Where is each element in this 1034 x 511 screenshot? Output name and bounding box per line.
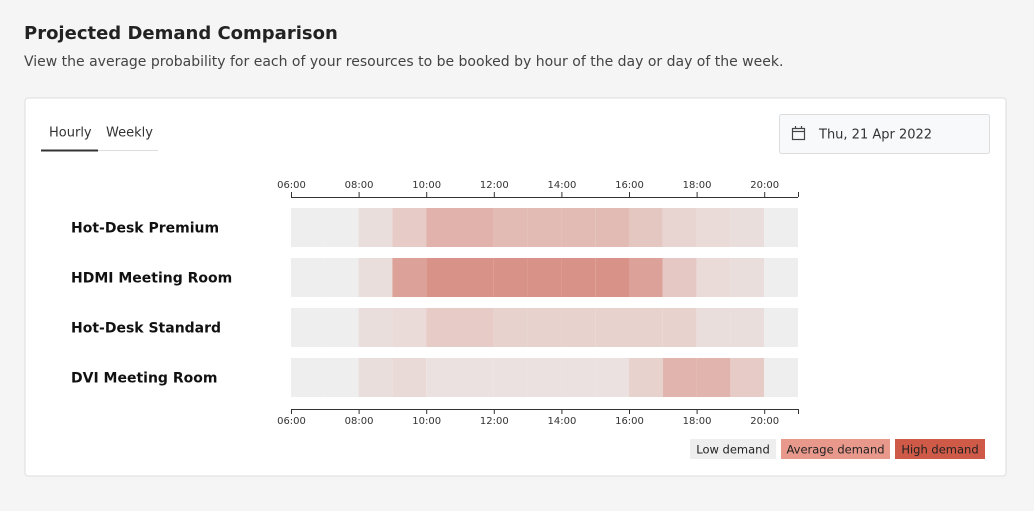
heat-cell	[392, 358, 427, 397]
heat-cell	[595, 358, 629, 397]
heat-cell	[527, 308, 562, 347]
heat-cell	[696, 308, 731, 347]
tick-label: 20:00	[750, 180, 779, 191]
heat-cell	[764, 208, 798, 247]
heat-cell	[493, 308, 528, 347]
tick-label: 14:00	[547, 180, 576, 191]
heat-cell	[324, 258, 359, 297]
heat-cell	[291, 258, 325, 297]
heat-cell	[764, 308, 798, 347]
heat-cell	[460, 308, 494, 347]
heat-cell	[730, 208, 765, 247]
heat-cell	[392, 308, 427, 347]
heat-cell	[426, 258, 460, 297]
calendar-icon	[791, 126, 806, 141]
heat-cell	[460, 208, 494, 247]
heat-cell	[730, 358, 765, 397]
heat-cell	[662, 208, 697, 247]
tick-label: 06:00	[277, 180, 306, 191]
heat-cell	[561, 208, 596, 247]
tick-label: 08:00	[345, 180, 374, 191]
heat-cell	[426, 308, 460, 347]
heat-cell	[358, 308, 393, 347]
tick-label: 16:00	[615, 180, 644, 191]
heat-cell	[460, 358, 494, 397]
heat-cell	[595, 308, 629, 347]
heat-cell	[662, 308, 697, 347]
heat-cell	[527, 258, 562, 297]
heat-cell	[291, 208, 325, 247]
tick-label: 10:00	[412, 416, 441, 427]
tick-label: 12:00	[480, 180, 509, 191]
heat-cell	[730, 258, 765, 297]
heat-cell	[629, 358, 663, 397]
tick-label: 18:00	[683, 180, 712, 191]
heat-cell	[629, 208, 663, 247]
heat-cell	[696, 358, 731, 397]
heat-cell	[358, 208, 393, 247]
legend-swatch	[781, 439, 890, 459]
heat-cell	[426, 358, 460, 397]
legend-swatch	[895, 439, 985, 459]
tick-label: 16:00	[615, 416, 644, 427]
page-title: Projected Demand Comparison	[24, 23, 338, 44]
heat-cell	[324, 358, 359, 397]
heat-cell	[527, 358, 562, 397]
legend-label: Average demand	[786, 443, 884, 457]
row-label: Hot-Desk Standard	[71, 321, 221, 337]
date-picker[interactable]	[779, 114, 990, 154]
heat-cell	[324, 208, 359, 247]
tick-label: 08:00	[345, 416, 374, 427]
heat-cell	[392, 208, 427, 247]
legend-label: Low demand	[696, 443, 770, 457]
heat-cell	[493, 258, 528, 297]
heat-cell	[527, 208, 562, 247]
heat-cell	[629, 308, 663, 347]
row-label: DVI Meeting Room	[71, 371, 217, 387]
tab-hourly[interactable]: Hourly	[49, 126, 92, 141]
date-text[interactable]: Thu, 21 Apr 2022	[818, 128, 932, 143]
heat-cell	[358, 358, 393, 397]
heat-cell	[561, 358, 596, 397]
heat-cell	[493, 208, 528, 247]
row-label: HDMI Meeting Room	[71, 271, 232, 287]
row-label: Hot-Desk Premium	[71, 221, 219, 237]
heat-cell	[764, 258, 798, 297]
heat-cell	[595, 258, 629, 297]
heat-cell	[629, 258, 663, 297]
heat-cell	[730, 308, 765, 347]
page-subtitle: View the average probability for each of…	[24, 54, 783, 70]
legend-swatch	[690, 439, 776, 459]
tick-label: 10:00	[412, 180, 441, 191]
tick-label: 06:00	[277, 416, 306, 427]
legend-label: High demand	[901, 443, 978, 457]
heat-cell	[392, 258, 427, 297]
heat-cell	[291, 358, 325, 397]
heat-cell	[561, 308, 596, 347]
heat-cell	[426, 208, 460, 247]
heat-cell	[595, 208, 629, 247]
heat-cell	[324, 308, 359, 347]
heat-cell	[696, 208, 731, 247]
heat-cell	[561, 258, 596, 297]
tick-label: 14:00	[547, 416, 576, 427]
heat-cell	[460, 258, 494, 297]
heat-cell	[696, 258, 731, 297]
heat-cell	[358, 258, 393, 297]
heat-cell	[662, 358, 697, 397]
heat-cell	[493, 358, 528, 397]
heat-cell	[291, 308, 325, 347]
tick-label: 20:00	[750, 416, 779, 427]
heat-cell	[764, 358, 798, 397]
tick-label: 12:00	[480, 416, 509, 427]
tab-weekly[interactable]: Weekly	[106, 126, 153, 141]
tick-label: 18:00	[683, 416, 712, 427]
heat-cell	[662, 258, 697, 297]
